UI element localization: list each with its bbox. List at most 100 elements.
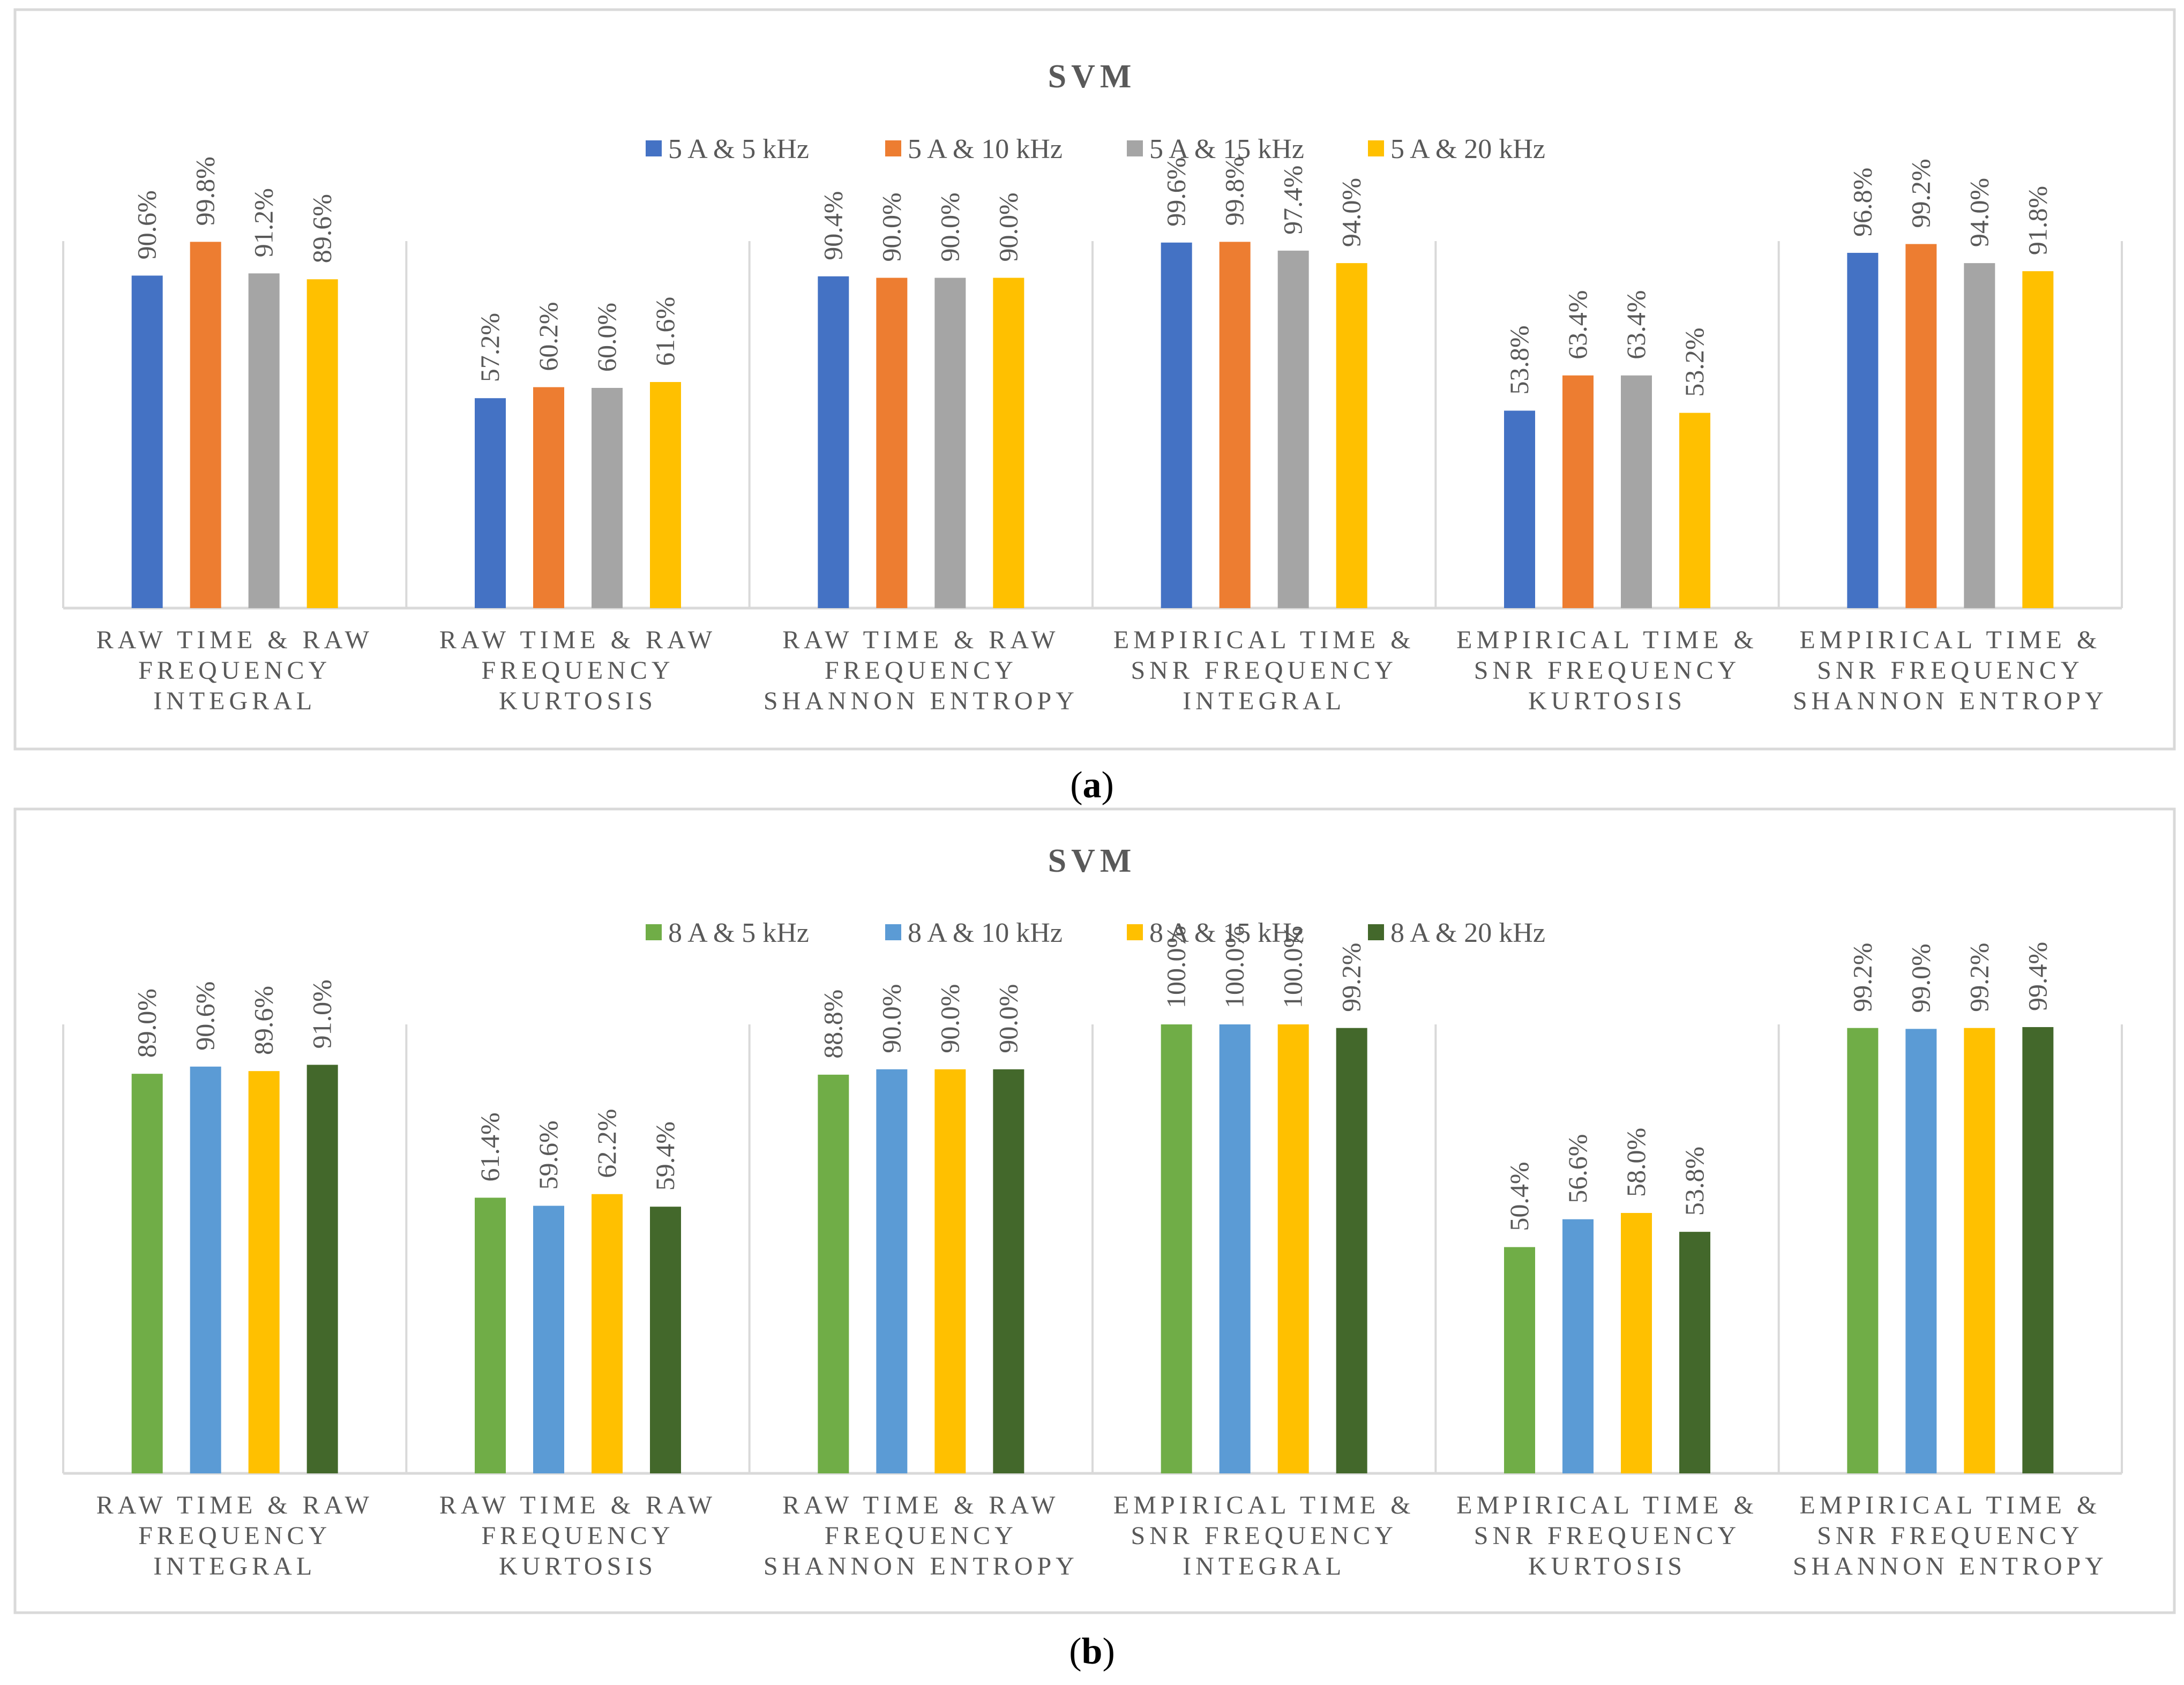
panel-a: SVM 5 A & 5 kHz 5 A & 10 kHz 5 A & 15 kHz 5… [13, 8, 2176, 806]
data-label: 99.6% [1161, 158, 1191, 227]
data-label: 89.6% [307, 194, 337, 263]
category-label: SHANNON ENTROPY [1793, 687, 2108, 715]
bar [1964, 263, 1995, 609]
bar [876, 278, 908, 608]
category-label: EMPIRICAL TIME & [1113, 626, 1415, 654]
bar [1504, 410, 1535, 608]
data-label: 90.6% [190, 982, 220, 1051]
category-label: SHANNON ENTROPY [764, 1552, 1079, 1581]
category-label: RAW TIME & RAW [96, 626, 373, 654]
bar [592, 388, 623, 608]
data-label: 96.8% [1847, 168, 1877, 237]
data-label: 63.4% [1621, 290, 1651, 360]
bar [190, 1066, 221, 1473]
category-label: SNR FREQUENCY [1131, 656, 1397, 685]
category-label: SNR FREQUENCY [1131, 1522, 1397, 1550]
data-label: 99.8% [190, 156, 220, 226]
category-label: EMPIRICAL TIME & [1799, 1491, 2101, 1519]
legend-swatch-2 [885, 140, 901, 156]
legend-swatch-1 [646, 924, 662, 940]
category-label: SNR FREQUENCY [1817, 656, 2083, 685]
data-label: 60.2% [533, 302, 563, 371]
category-label: RAW TIME & RAW [782, 626, 1059, 654]
data-label: 58.0% [1621, 1128, 1651, 1197]
bar [934, 278, 966, 608]
panel-b-plot: 89.0% 90.6% 89.6% 91.0% RAW TIME & RAW FREQUE… [62, 926, 2123, 1581]
data-label: 60.0% [592, 303, 622, 372]
data-label: 63.4% [1562, 290, 1592, 360]
category-label: INTEGRAL [1183, 687, 1345, 715]
panel-b: SVM 8 A & 5 kHz 8 A & 10 kHz 8 A & 15 kHz 8… [13, 807, 2176, 1672]
category-label: INTEGRAL [153, 1552, 316, 1581]
bar [818, 276, 849, 608]
category-label: EMPIRICAL TIME & [1456, 1491, 1758, 1519]
data-label: 89.6% [249, 986, 279, 1055]
legend-label-2: 5 A & 10 kHz [908, 134, 1063, 164]
bar [306, 279, 338, 608]
panel-a-plot: 90.6% 99.8% 91.2% 89.6%RAW TIME & RAWFREQUE… [62, 156, 2123, 715]
bar [650, 382, 681, 608]
bar [1621, 1212, 1652, 1473]
legend-swatch-3 [1127, 924, 1143, 940]
category-label: KURTOSIS [1528, 1552, 1686, 1581]
data-label: 90.0% [876, 984, 906, 1053]
data-label: 90.6% [132, 190, 162, 259]
bar [190, 242, 221, 608]
legend-label-4: 8 A & 20 kHz [1390, 918, 1545, 948]
panel-a-legend: 5 A & 5 kHz 5 A & 10 kHz 5 A & 15 kHz 5 A &… [646, 134, 1545, 164]
category-label: FREQUENCY [481, 1522, 674, 1550]
bar [1562, 375, 1594, 608]
panel-b-legend: 8 A & 5 kHz 8 A & 10 kHz 8 A & 15 kHz 8 A &… [646, 918, 1545, 948]
bar [1277, 1024, 1309, 1473]
bar [1336, 263, 1367, 609]
category-label: FREQUENCY [825, 1522, 1018, 1550]
bar [306, 1065, 338, 1473]
panel-a-caption: (a) [1070, 765, 1114, 806]
bar [2022, 1027, 2054, 1473]
category-label: RAW TIME & RAW [439, 1491, 716, 1519]
data-label: 57.2% [475, 313, 505, 382]
category-label: FREQUENCY [825, 656, 1018, 685]
category-label: EMPIRICAL TIME & [1113, 1491, 1415, 1519]
bar [1336, 1028, 1367, 1473]
bar [1905, 244, 1937, 609]
category-label: RAW TIME & RAW [439, 626, 716, 654]
category-label: SNR FREQUENCY [1474, 1522, 1740, 1550]
panel-b-frame [13, 807, 2176, 1614]
data-label: 53.8% [1504, 325, 1534, 394]
data-label: 99.0% [1905, 943, 1935, 1013]
category-label: FREQUENCY [138, 1522, 331, 1550]
bar [650, 1207, 681, 1473]
category-label: FREQUENCY [481, 656, 674, 685]
category-label: SHANNON ENTROPY [1793, 1552, 2108, 1581]
bar [533, 387, 564, 608]
data-label: 99.2% [1847, 943, 1877, 1012]
panel-b-caption: (b) [1069, 1631, 1115, 1672]
data-label: 62.2% [592, 1109, 622, 1178]
category-label: EMPIRICAL TIME & [1799, 626, 2101, 654]
category-label: FREQUENCY [138, 656, 331, 685]
data-label: 91.0% [307, 979, 337, 1049]
bar [1219, 1024, 1251, 1473]
legend-swatch-4 [1368, 140, 1384, 156]
data-label: 90.4% [818, 191, 848, 260]
bar [131, 1074, 163, 1473]
data-label: 88.8% [818, 990, 848, 1059]
category-label: EMPIRICAL TIME & [1456, 626, 1758, 654]
category-label: KURTOSIS [1528, 687, 1686, 715]
bar [592, 1194, 623, 1473]
data-label: 89.0% [132, 988, 162, 1058]
bar [818, 1074, 849, 1473]
category-label: KURTOSIS [499, 687, 657, 715]
data-label: 53.2% [1679, 327, 1709, 396]
bar [1847, 1028, 1879, 1473]
data-label: 53.8% [1679, 1147, 1709, 1216]
data-label: 94.0% [1964, 178, 1994, 247]
data-label: 59.6% [533, 1120, 563, 1189]
data-label: 50.4% [1504, 1162, 1534, 1231]
data-label: 99.2% [1905, 159, 1935, 228]
data-label: 90.0% [934, 192, 964, 261]
data-label: 90.0% [993, 192, 1023, 261]
legend-swatch-1 [646, 140, 662, 156]
bar [1504, 1247, 1535, 1473]
